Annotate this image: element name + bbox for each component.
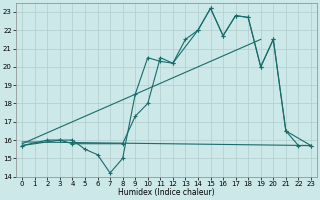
X-axis label: Humidex (Indice chaleur): Humidex (Indice chaleur): [118, 188, 215, 197]
